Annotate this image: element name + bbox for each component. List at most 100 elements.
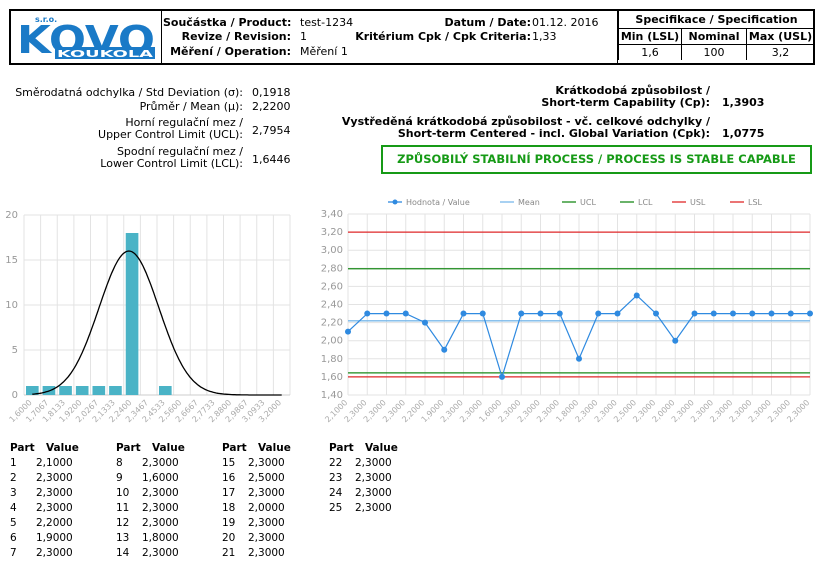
hist-ytick-label: 10 (5, 300, 18, 311)
ctrl-ytick-label: 2,20 (321, 318, 343, 329)
hist-normal-curve (32, 250, 282, 396)
ctrl-value-point (672, 337, 679, 344)
operation-label: Měření / Operation: (170, 45, 291, 58)
ctrl-ytick-label: 1,60 (321, 372, 343, 383)
table-row: 8 2,3000 (116, 456, 185, 471)
ctrl-ytick-label: 2,60 (321, 281, 343, 292)
legend-label: USL (690, 198, 706, 207)
part-value: 2,3000 (248, 517, 285, 529)
cpk-value: 1,0775 (722, 127, 765, 140)
table-row: 12 2,3000 (116, 516, 185, 531)
part-value: 2,3000 (142, 457, 179, 469)
mean-label: Průměr / Mean (μ): (139, 100, 243, 113)
table-row: 24 2,3000 (329, 486, 398, 501)
table-row: 15 2,3000 (222, 456, 291, 471)
value-header: Value (365, 442, 398, 454)
legend-label: UCL (580, 198, 596, 207)
table-row: 4 2,3000 (10, 501, 79, 516)
product-label: Součástka / Product: (163, 16, 292, 29)
ctrl-value-point (807, 310, 813, 317)
part-number: 5 (10, 517, 17, 529)
parts-table-column: Part Value 1 2,1000 2 2,3000 3 2,3000 4 2,3000 5 2,… (10, 441, 79, 561)
ctrl-value-point (633, 292, 640, 299)
ctrl-value-point (653, 310, 659, 317)
cp-label-2: Short-term Capability (Cp): (541, 96, 710, 109)
operation-value: Měření 1 (300, 45, 348, 58)
ctrl-value-point (460, 310, 467, 317)
part-number: 6 (10, 532, 17, 544)
control-chart: 1,40 1,60 1,80 2,00 2,20 2,40 2,60 2,80 3,00 3,20… (321, 198, 813, 424)
legend-label: LCL (638, 198, 653, 207)
part-value: 2,3000 (36, 502, 73, 514)
table-row: 9 1,6000 (116, 471, 185, 486)
parts-table-header: Part Value (116, 441, 185, 456)
company-logo: s.r.o. KOVO KOUKOLA (11, 11, 162, 63)
part-number: 22 (329, 457, 343, 469)
parts-table-header: Part Value (329, 441, 398, 456)
part-number: 8 (116, 457, 123, 469)
part-number: 14 (116, 547, 130, 559)
part-value: 2,3000 (355, 472, 392, 484)
ctrl-value-point (768, 310, 775, 317)
revision-value: 1 (300, 30, 307, 43)
table-row: 25 2,3000 (329, 501, 398, 516)
ctrl-value-point (364, 310, 371, 317)
part-number: 17 (222, 487, 236, 499)
cpk-label-2: Short-term Centered - incl. Global Varia… (397, 127, 710, 140)
ctrl-ytick-label: 3,40 (321, 209, 343, 220)
part-number: 9 (116, 472, 123, 484)
value-header: Value (46, 442, 79, 454)
ctrl-ytick-label: 3,00 (321, 245, 343, 256)
ucl-value: 2,7954 (252, 124, 291, 137)
ctrl-ytick-label: 2,40 (321, 300, 343, 311)
lcl-value: 1,6446 (252, 153, 291, 166)
hist-bar (92, 386, 106, 395)
part-number: 2 (10, 472, 17, 484)
part-header: Part (10, 442, 35, 454)
process-status-banner: ZPŮSOBILÝ STABILNÍ PROCESS / PROCESS IS … (381, 145, 812, 174)
parts-table-column: Part Value 15 2,3000 16 2,5000 17 2,3000 18 2,000… (222, 441, 291, 561)
spec-min-label: Min (LSL) (618, 28, 682, 45)
cp-value: 1,3903 (722, 96, 765, 109)
part-header: Part (222, 442, 247, 454)
ctrl-value-point (749, 310, 756, 317)
part-value: 2,5000 (248, 472, 285, 484)
ctrl-value-point (518, 310, 525, 317)
parts-table-header: Part Value (222, 441, 291, 456)
part-number: 19 (222, 517, 236, 529)
ctrl-value-point (576, 355, 582, 362)
part-number: 7 (10, 547, 17, 559)
part-number: 12 (116, 517, 130, 529)
table-row: 21 2,3000 (222, 546, 291, 561)
hist-bar (159, 386, 172, 395)
ucl-label-2: Upper Control Limit (UCL): (98, 128, 243, 141)
part-number: 24 (329, 487, 343, 499)
part-number: 4 (10, 502, 17, 514)
product-value: test-1234 (300, 16, 354, 29)
specification-table: Specifikace / Specification Min (LSL) No… (617, 11, 814, 63)
spec-nominal-label: Nominal (681, 28, 747, 45)
legend-marker (392, 199, 398, 205)
table-row: 23 2,3000 (329, 471, 398, 486)
part-number: 11 (116, 502, 130, 514)
part-number: 3 (10, 487, 17, 499)
lcl-label-2: Lower Control Limit (LCL): (100, 157, 243, 170)
spec-title: Specifikace / Specification (618, 11, 814, 29)
cpk-criteria-label: Kritérium Cpk / Cpk Criteria: (355, 30, 531, 43)
part-value: 2,3000 (142, 502, 179, 514)
ctrl-value-point (441, 346, 448, 353)
date-label: Datum / Date: (444, 16, 531, 29)
part-value: 2,3000 (355, 457, 392, 469)
ctrl-value-point (402, 310, 409, 317)
part-value: 1,9000 (36, 532, 73, 544)
spec-max-value: 3,2 (746, 44, 814, 60)
ctrl-value-point (422, 319, 428, 326)
ctrl-value-point (691, 310, 698, 317)
legend-label: LSL (748, 198, 763, 207)
ctrl-ytick-label: 2,80 (321, 263, 343, 274)
table-row: 7 2,3000 (10, 546, 79, 561)
ctrl-value-point (479, 310, 486, 317)
hist-bar (59, 386, 72, 395)
table-row: 17 2,3000 (222, 486, 291, 501)
part-value: 2,3000 (248, 487, 285, 499)
